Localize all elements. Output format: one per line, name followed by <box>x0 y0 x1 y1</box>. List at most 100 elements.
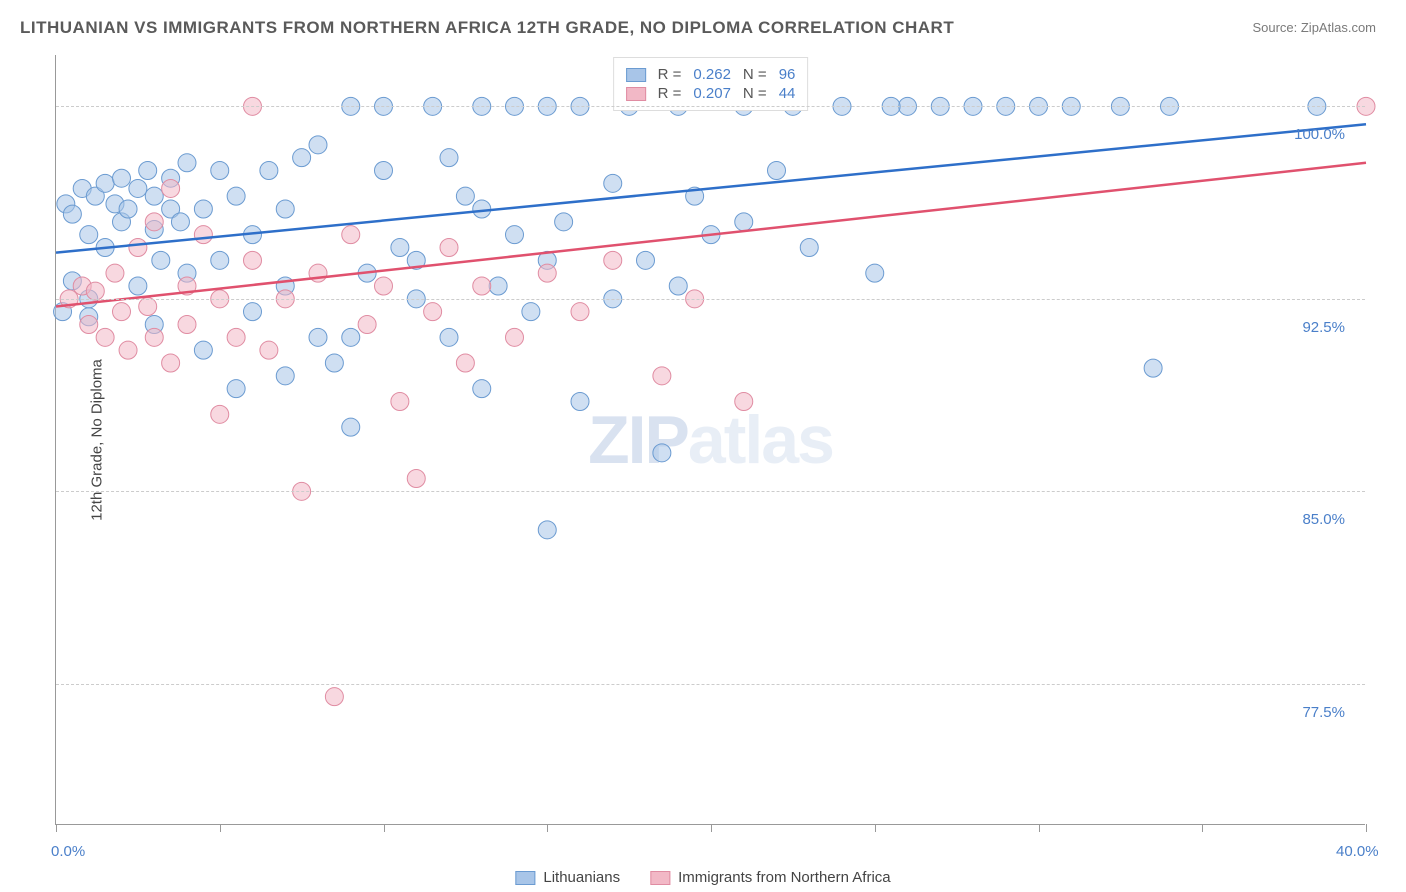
scatter-point <box>244 251 262 269</box>
scatter-point <box>194 341 212 359</box>
scatter-point <box>129 239 147 257</box>
legend-stat-row-0: R = 0.262 N = 96 <box>626 66 796 83</box>
scatter-point <box>538 264 556 282</box>
x-tick <box>220 824 221 832</box>
scatter-point <box>538 521 556 539</box>
source-label: Source: ZipAtlas.com <box>1252 20 1376 35</box>
scatter-point <box>342 226 360 244</box>
y-tick-label: 100.0% <box>1294 126 1345 143</box>
scatter-point <box>194 226 212 244</box>
legend-item-0: Lithuanians <box>515 869 620 886</box>
scatter-point <box>86 282 104 300</box>
scatter-point <box>637 251 655 269</box>
scatter-point <box>571 393 589 411</box>
scatter-point <box>129 179 147 197</box>
gridline <box>56 106 1365 107</box>
scatter-point <box>260 341 278 359</box>
x-tick-label: 40.0% <box>1336 843 1379 860</box>
scatter-point <box>571 303 589 321</box>
legend-stats: R = 0.262 N = 96 R = 0.207 N = 44 <box>613 57 809 111</box>
x-tick <box>1039 824 1040 832</box>
scatter-point <box>489 277 507 295</box>
scatter-point <box>129 277 147 295</box>
scatter-point <box>211 405 229 423</box>
scatter-point <box>145 328 163 346</box>
legend-swatch-0 <box>515 871 535 885</box>
x-tick <box>711 824 712 832</box>
scatter-point <box>260 162 278 180</box>
y-tick-label: 92.5% <box>1302 319 1345 336</box>
scatter-point <box>375 162 393 180</box>
scatter-point <box>866 264 884 282</box>
scatter-point <box>162 179 180 197</box>
scatter-point <box>604 251 622 269</box>
scatter-point <box>473 277 491 295</box>
scatter-point <box>139 162 157 180</box>
scatter-point <box>456 187 474 205</box>
scatter-point <box>194 200 212 218</box>
scatter-point <box>522 303 540 321</box>
scatter-point <box>407 470 425 488</box>
scatter-point <box>440 328 458 346</box>
scatter-point <box>800 239 818 257</box>
scatter-point <box>211 251 229 269</box>
scatter-point <box>440 149 458 167</box>
scatter-point <box>276 367 294 385</box>
scatter-point <box>152 251 170 269</box>
legend-label-0: Lithuanians <box>543 869 620 886</box>
scatter-point <box>309 328 327 346</box>
scatter-point <box>80 226 98 244</box>
scatter-point <box>325 688 343 706</box>
scatter-point <box>178 316 196 334</box>
scatter-point <box>604 174 622 192</box>
scatter-point <box>391 393 409 411</box>
scatter-point <box>113 169 131 187</box>
x-tick <box>875 824 876 832</box>
scatter-point <box>145 187 163 205</box>
y-tick-label: 85.0% <box>1302 511 1345 528</box>
gridline <box>56 299 1365 300</box>
scatter-point <box>227 328 245 346</box>
scatter-point <box>145 213 163 231</box>
scatter-point <box>113 303 131 321</box>
x-tick <box>547 824 548 832</box>
x-tick <box>384 824 385 832</box>
scatter-point <box>96 174 114 192</box>
scatter-point <box>211 162 229 180</box>
scatter-point <box>424 303 442 321</box>
swatch-1 <box>626 87 646 101</box>
scatter-point <box>768 162 786 180</box>
chart-area: 12th Grade, No Diploma ZIPatlas R = 0.26… <box>55 55 1365 825</box>
chart-title: LITHUANIAN VS IMMIGRANTS FROM NORTHERN A… <box>20 18 954 38</box>
scatter-point <box>162 354 180 372</box>
scatter-point <box>293 149 311 167</box>
scatter-point <box>456 354 474 372</box>
x-tick-label: 0.0% <box>51 843 85 860</box>
scatter-point <box>325 354 343 372</box>
y-tick-label: 77.5% <box>1302 704 1345 721</box>
scatter-point <box>342 418 360 436</box>
swatch-0 <box>626 68 646 82</box>
gridline <box>56 684 1365 685</box>
scatter-point <box>358 316 376 334</box>
scatter-point <box>653 367 671 385</box>
scatter-point <box>440 239 458 257</box>
legend-item-1: Immigrants from Northern Africa <box>650 869 891 886</box>
scatter-point <box>139 298 157 316</box>
plot-svg <box>56 55 1365 824</box>
scatter-point <box>1144 359 1162 377</box>
scatter-point <box>63 205 81 223</box>
scatter-point <box>506 328 524 346</box>
scatter-point <box>178 154 196 172</box>
scatter-point <box>473 200 491 218</box>
scatter-point <box>227 380 245 398</box>
scatter-point <box>244 303 262 321</box>
scatter-point <box>375 277 393 295</box>
scatter-point <box>669 277 687 295</box>
scatter-point <box>735 393 753 411</box>
scatter-point <box>119 200 137 218</box>
scatter-point <box>80 316 98 334</box>
scatter-point <box>309 136 327 154</box>
scatter-point <box>506 226 524 244</box>
x-tick <box>1202 824 1203 832</box>
